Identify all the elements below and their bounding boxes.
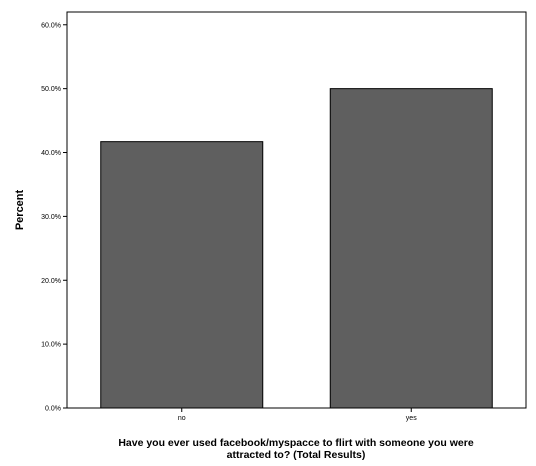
y-tick-label: 30.0% xyxy=(41,214,61,221)
y-tick-label: 50.0% xyxy=(41,86,61,93)
x-tick-label-no: no xyxy=(178,415,186,422)
y-axis-ticks: 0.0% 10.0% 20.0% 30.0% 40.0% 50.0% 60.0% xyxy=(41,22,67,413)
x-tick-label-yes: yes xyxy=(406,415,417,422)
bars-group xyxy=(100,88,493,409)
bar-yes xyxy=(329,88,493,409)
x-axis-ticks: no yes xyxy=(178,408,417,422)
y-tick-label: 60.0% xyxy=(41,22,61,29)
x-axis-title-line-2: attracted to? (Total Results) xyxy=(227,449,366,461)
x-axis-title-line-1: Have you ever used facebook/myspacce to … xyxy=(118,437,474,449)
y-tick-label: 20.0% xyxy=(41,278,61,285)
y-axis-title: Percent xyxy=(14,189,26,230)
bar-no xyxy=(100,141,264,409)
y-tick-label: 0.0% xyxy=(45,406,61,413)
y-tick-label: 10.0% xyxy=(41,342,61,349)
y-tick-label: 40.0% xyxy=(41,150,61,157)
